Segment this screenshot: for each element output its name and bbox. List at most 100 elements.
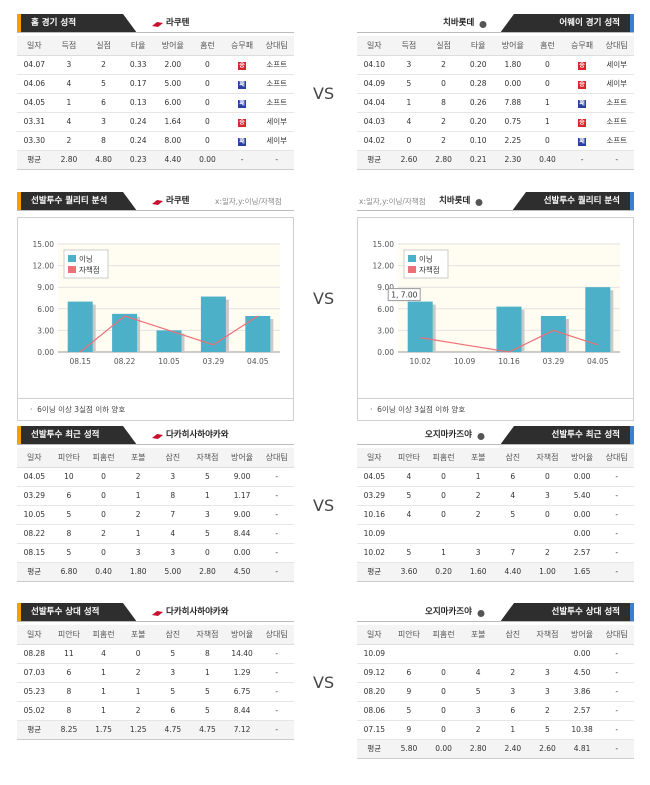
table-cell: 1.29: [224, 663, 260, 683]
table-cell: 0: [426, 505, 461, 525]
x-tick-label: 04.05: [587, 357, 609, 366]
table-cell: 8: [155, 486, 191, 506]
table-cell: [460, 644, 496, 664]
quality-chart: 0.00 3.00 6.00 9.00 12.00 15.00 08.15 08.22 10.0…: [17, 217, 294, 399]
average-cell: -: [564, 150, 600, 170]
x-tick-label: 10.05: [158, 357, 180, 366]
table-cell: 5: [391, 486, 427, 506]
average-cell: 평균: [17, 562, 52, 582]
average-row: 평균 3.60 0.20 1.60 4.40 1.00 1.65-: [357, 562, 634, 582]
team-name: 오지마카즈야: [425, 603, 490, 622]
pitcher-name: 오지마카즈야: [425, 607, 472, 617]
column-header: 삼진: [155, 625, 191, 645]
tooltip-text: 1, 7.00: [391, 291, 417, 300]
stats-table: 일자 득점 실점 타율 방어율 홈런 승무패 상대팀 04.07 3 2 0.33 2.00 0 승 소프트…: [17, 36, 294, 170]
table-cell: 1: [495, 720, 531, 740]
table-cell: 0: [530, 131, 565, 151]
chart-footnote: · 6이닝 이상 3실점 이하 양호: [357, 399, 634, 421]
table-cell: 1: [86, 682, 121, 702]
table-cell: 소프트: [259, 74, 294, 94]
table-cell: 3.86: [564, 682, 600, 702]
table-cell: 0: [426, 682, 461, 702]
table-cell: 5: [155, 682, 191, 702]
x-tick-label: 08.22: [114, 357, 136, 366]
table-cell: 04.05: [17, 467, 52, 487]
table-cell: 0.20: [460, 112, 496, 132]
table-cell: 8.44: [224, 701, 260, 721]
quality-analysis-panel: x:일자,y:이닝/자책점 치바롯데 선발투수 퀄리티 분석 0.00 3.00 6…: [357, 192, 634, 421]
table-row: 04.06 4 5 0.17 5.00 0 패 소프트: [17, 74, 294, 94]
table-cell: -: [259, 486, 294, 506]
table-cell: 0: [120, 644, 156, 664]
table-cell: 패: [224, 93, 260, 113]
average-cell: 2.80: [460, 739, 496, 759]
table-cell: 0: [426, 74, 461, 94]
table-cell: 4: [51, 74, 87, 94]
table-cell: 10.16: [357, 505, 392, 525]
chart-tooltip: 1, 7.00: [387, 288, 421, 302]
bar: [112, 313, 138, 352]
table-cell: 09.12: [357, 663, 392, 683]
table-header-row: 일자 피안타 피홈런 포볼 삼진 자책점 방어율 상대팀: [17, 448, 294, 468]
column-header: 포볼: [120, 625, 156, 645]
pitcher-vs-opponent-panel: 선발투수 상대 성적 다카히사하야카와 일자 피안타 피홈런 포볼 삼진 자책점 방어율 상대…: [17, 603, 294, 740]
column-header: 피홈런: [86, 625, 121, 645]
table-cell: -: [259, 701, 294, 721]
vs-label: VS: [313, 496, 335, 515]
average-cell: 4.81: [564, 739, 600, 759]
column-header: 상대팀: [259, 625, 294, 645]
panel-title: 선발투수 최근 성적: [17, 426, 137, 445]
column-header: 상대팀: [599, 625, 634, 645]
y-tick-label: 3.00: [37, 326, 54, 335]
pitcher-name: 다카히사하야카와: [166, 430, 229, 440]
x-tick-label: 04.05: [247, 357, 269, 366]
column-header: 일자: [357, 625, 392, 645]
table-cell: 0.28: [460, 74, 496, 94]
table-cell: 04.06: [17, 74, 52, 94]
average-cell: -: [224, 150, 260, 170]
average-cell: 3.60: [391, 562, 427, 582]
table-cell: 9: [391, 682, 427, 702]
average-cell: 8.25: [51, 720, 87, 740]
column-header: 피안타: [51, 448, 87, 468]
column-header: 홈런: [530, 36, 565, 56]
table-cell: -: [259, 543, 294, 563]
average-cell: 0.21: [460, 150, 496, 170]
table-cell: 3: [460, 701, 496, 721]
table-cell: 8: [86, 131, 121, 151]
table-cell: 5: [155, 644, 191, 664]
table-cell: 소프트: [599, 93, 634, 113]
x-tick-label: 10.16: [498, 357, 520, 366]
legend-label: 자책점: [79, 265, 100, 275]
table-cell: 5: [391, 543, 427, 563]
table-row: 04.02 0 2 0.10 2.25 0 패 소프트: [357, 131, 634, 151]
rakuten-logo-icon: [151, 607, 164, 616]
table-cell: 2: [51, 131, 87, 151]
table-cell: -: [259, 644, 294, 664]
pitcher-recent-panel: 선발투수 최근 성적 다카히사하야카와 일자 피안타 피홈런 포볼 삼진 자책점 방어율 상대…: [17, 426, 294, 582]
away-record-panel: 어웨이 경기 성적 치바롯데 일자 득점 실점 타율 방어율 홈런 승무패 상대팀 04.10…: [357, 14, 634, 170]
average-cell: 2.60: [391, 150, 427, 170]
table-cell: 4: [495, 486, 531, 506]
loss-badge: 패: [238, 80, 247, 89]
average-cell: 평균: [17, 150, 52, 170]
table-cell: 5: [190, 524, 225, 544]
table-cell: 0: [391, 131, 427, 151]
table-cell: 10.38: [564, 720, 600, 740]
table-cell: 6: [155, 701, 191, 721]
footnote-text: 6이닝 이상 3실점 이하 양호: [37, 405, 126, 414]
table-cell: 소프트: [599, 131, 634, 151]
quality-chart-svg: 0.00 3.00 6.00 9.00 12.00 15.00 10.02 10.09 10.1…: [373, 240, 620, 366]
table-cell: 0.24: [120, 112, 156, 132]
table-cell: 08.20: [357, 682, 392, 702]
table-cell: 05.02: [17, 701, 52, 721]
table-cell: 패: [564, 93, 600, 113]
table-cell: 0: [86, 467, 121, 487]
table-row: 04.07 3 2 0.33 2.00 0 승 소프트: [17, 55, 294, 75]
table-cell: -: [259, 682, 294, 702]
average-cell: 7.12: [224, 720, 260, 740]
x-tick-label: 10.02: [409, 357, 431, 366]
table-cell: 03.29: [357, 486, 392, 506]
pitcher-name: 다카히사하야카와: [166, 607, 229, 617]
table-cell: 패: [224, 74, 260, 94]
